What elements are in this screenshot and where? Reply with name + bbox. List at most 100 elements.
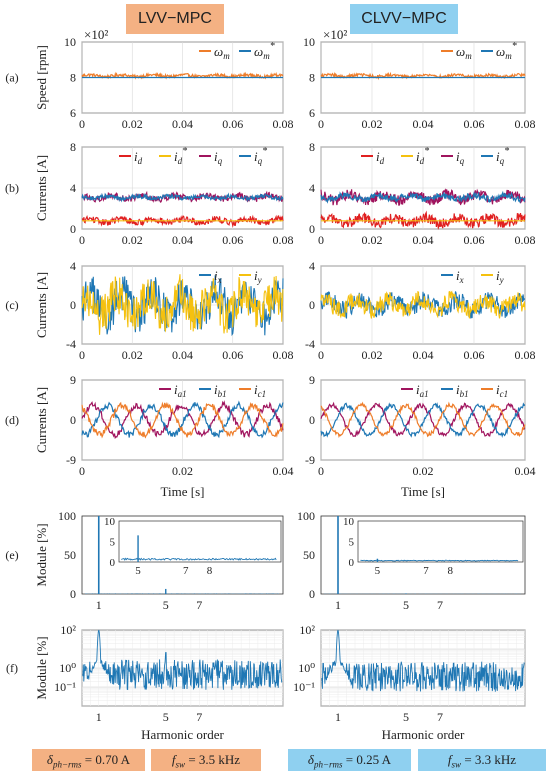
x-tick-label: 0.08 bbox=[273, 348, 294, 362]
legend-label: ωm bbox=[456, 44, 472, 61]
x-tick-label: 0.08 bbox=[515, 117, 536, 131]
series-ib1 bbox=[320, 402, 526, 439]
inset-x-tick: 7 bbox=[423, 565, 429, 577]
x-tick-label: 0.02 bbox=[362, 348, 383, 362]
x-tick-label: 0.06 bbox=[222, 117, 243, 131]
header-clvv-mpc: CLVV−MPC bbox=[350, 4, 458, 34]
row-label-c: (c) bbox=[5, 298, 18, 312]
legend-label: iy bbox=[254, 268, 262, 285]
x-tick-label: 7 bbox=[437, 598, 443, 612]
y-tick-label: -4 bbox=[305, 337, 315, 351]
inset-x-tick: 8 bbox=[447, 565, 453, 577]
inset-y-tick: 10 bbox=[104, 516, 116, 528]
footer-value: = 3.5 kHz bbox=[188, 752, 241, 767]
inset-x-tick: 8 bbox=[207, 565, 213, 577]
xlabel: Time [s] bbox=[161, 484, 205, 499]
y-tick-label: 4 bbox=[70, 181, 76, 195]
inset-right: 0 5 10 5 7 8 bbox=[343, 516, 524, 577]
x-tick-label: 0.08 bbox=[273, 117, 294, 131]
y-tick-label: 9 bbox=[309, 373, 315, 387]
row-label-a: (a) bbox=[5, 71, 18, 85]
legend-label: ix bbox=[214, 268, 222, 285]
ylabel-e: Module [%] bbox=[34, 523, 49, 586]
legend-label: id* bbox=[416, 146, 429, 166]
x-tick-label: 0 bbox=[79, 233, 85, 247]
xlabel: Harmonic order bbox=[141, 727, 224, 742]
series-ωm bbox=[320, 71, 526, 81]
footer-sub: sw bbox=[451, 759, 462, 770]
y-tick-label: 10 bbox=[64, 35, 76, 49]
footer-sub: sw bbox=[175, 759, 186, 770]
series-ia1 bbox=[81, 400, 284, 440]
x-tick-label: 1 bbox=[96, 598, 102, 612]
series-iy bbox=[320, 290, 526, 319]
series-iq* bbox=[81, 192, 284, 203]
panel-e-left: 0 50 100 1 5 7 0 5 10 5 7 8 bbox=[58, 509, 284, 612]
x-tick-label: 0.06 bbox=[464, 233, 485, 247]
y-tick-label: 0 bbox=[70, 298, 76, 312]
series-ic1 bbox=[320, 401, 526, 438]
y-tick-label: 10⁰ bbox=[298, 661, 315, 675]
series-ic1 bbox=[81, 401, 284, 439]
x-tick-label: 0 bbox=[318, 464, 324, 478]
x-tick-label: 0.06 bbox=[464, 117, 485, 131]
panel-f-right: 10² 10⁰ 10⁻¹ 1 5 7 Harmonic order bbox=[293, 623, 526, 742]
panel-b-right: 0 0.02 0.04 0.06 0.08 0 4 8 bbox=[309, 140, 536, 247]
spectrum-log-series bbox=[82, 629, 283, 691]
panel-a-left: 0 0.02 0.04 0.06 0.08 6 8 10 ×10² bbox=[64, 27, 294, 131]
ylabel-d: Currents [A] bbox=[34, 387, 49, 453]
y-tick-label: 10² bbox=[60, 623, 76, 637]
y-tick-label: 0 bbox=[309, 298, 315, 312]
x-tick-label: 0.04 bbox=[413, 117, 434, 131]
legend-label: ib1 bbox=[214, 382, 227, 399]
panel-a-right: 0 0.02 0.04 0.06 0.08 6 8 10 ×10² bbox=[303, 27, 536, 131]
axis-multiplier: ×10² bbox=[84, 27, 108, 42]
x-tick-label: 5 bbox=[403, 598, 409, 612]
x-tick-label: 0.02 bbox=[362, 233, 383, 247]
x-tick-label: 7 bbox=[437, 710, 443, 724]
y-tick-label: 0 bbox=[70, 222, 76, 236]
header-lvv-mpc: LVV−MPC bbox=[126, 4, 224, 34]
panel-f-left: 10² 10⁰ 10⁻¹ 1 5 7 Harmonic order bbox=[54, 623, 284, 742]
footer-value: = 0.25 A bbox=[345, 752, 392, 767]
footer-rms-right: δph−rms = 0.25 A bbox=[288, 749, 411, 771]
footer-symbol: f bbox=[447, 752, 452, 767]
legend-label: ωm* bbox=[496, 41, 517, 61]
x-tick-label: 5 bbox=[403, 710, 409, 724]
y-tick-label: 8 bbox=[70, 140, 76, 154]
x-tick-label: 0.08 bbox=[515, 348, 536, 362]
x-tick-label: 1 bbox=[335, 710, 341, 724]
inset-y-tick: 5 bbox=[349, 537, 355, 549]
y-tick-label: 10⁰ bbox=[59, 661, 76, 675]
x-tick-label: 0.06 bbox=[222, 348, 243, 362]
x-tick-label: 0.04 bbox=[172, 117, 193, 131]
legend-label: ic1 bbox=[254, 382, 266, 399]
ylabel-c: Currents [A] bbox=[34, 272, 49, 338]
x-tick-label: 0.02 bbox=[122, 117, 143, 131]
xlabel: Harmonic order bbox=[382, 727, 465, 742]
inset-left: 0 5 10 5 7 8 bbox=[104, 516, 282, 577]
x-tick-label: 0.04 bbox=[515, 464, 536, 478]
legend-label: ia1 bbox=[174, 382, 187, 399]
footer-fsw-left: fsw = 3.5 kHz bbox=[151, 749, 261, 771]
x-tick-label: 0.02 bbox=[172, 464, 193, 478]
inset-series bbox=[121, 557, 277, 561]
ylabel-b: Currents [A] bbox=[34, 155, 49, 221]
inset-x-tick: 7 bbox=[183, 565, 189, 577]
legend-label: ωm* bbox=[254, 41, 275, 61]
ylabel-f: Module [%] bbox=[34, 636, 49, 699]
x-tick-label: 7 bbox=[196, 598, 202, 612]
y-tick-label: 6 bbox=[70, 106, 76, 120]
x-tick-label: 0.04 bbox=[413, 348, 434, 362]
x-tick-label: 0.06 bbox=[222, 233, 243, 247]
x-tick-label: 0.02 bbox=[413, 464, 434, 478]
panel-c-right: 0 0.02 0.04 0.06 0.08-404 bbox=[305, 259, 536, 362]
x-tick-label: 0.02 bbox=[122, 233, 143, 247]
x-tick-label: 0.08 bbox=[515, 233, 536, 247]
legend-label: ia1 bbox=[416, 382, 429, 399]
footer-value: = 0.70 A bbox=[84, 752, 131, 767]
series-iq* bbox=[320, 190, 526, 204]
legend-label: ωm bbox=[214, 44, 230, 61]
